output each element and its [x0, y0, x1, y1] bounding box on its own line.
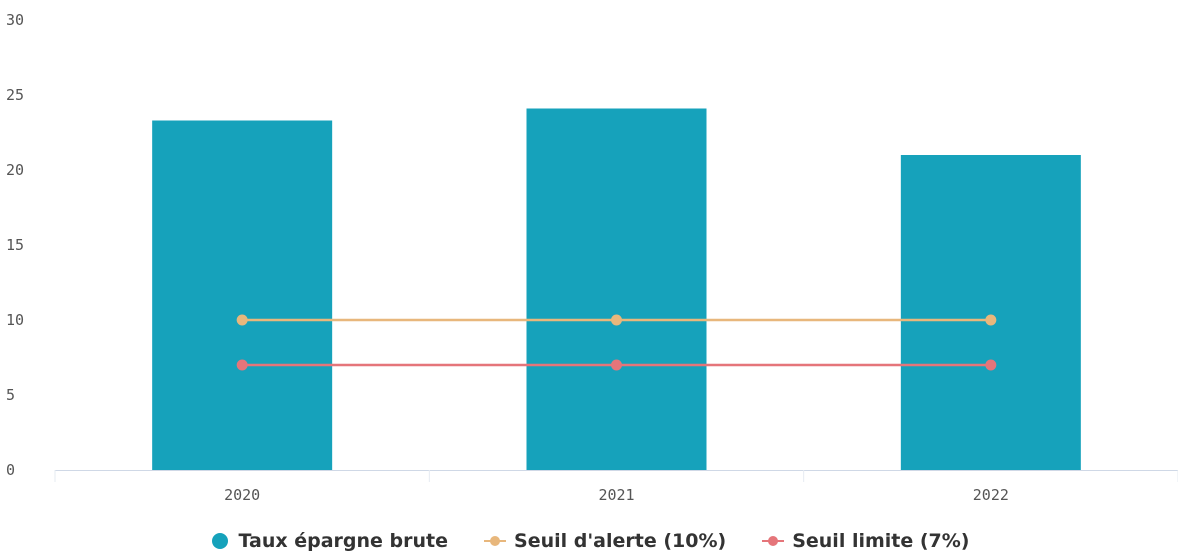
series-point-2021 [611, 314, 622, 326]
y-tick-label: 30 [6, 11, 24, 29]
x-axis-dividers [54, 470, 1178, 482]
bars [152, 108, 1081, 470]
y-tick-label: 10 [6, 311, 24, 329]
series-point-2022 [985, 359, 997, 371]
y-tick-label: 15 [6, 236, 24, 254]
legend-label: Seuil d'alerte (10%) [514, 530, 727, 552]
x-axis-ticks: 2020 2021 2022 [224, 486, 1009, 504]
legend: Taux épargne brute Seuil d'alerte (10%) … [0, 526, 1178, 556]
legend-item-taux-epargne[interactable]: Taux épargne brute [209, 530, 449, 552]
bar-2021 [526, 108, 707, 470]
legend-dot-icon [209, 533, 231, 549]
legend-item-seuil-alerte[interactable]: Seuil d'alerte (10%) [484, 530, 726, 552]
x-tick-label: 2021 [598, 486, 634, 504]
series-point-2021 [611, 359, 622, 371]
bar-2020 [152, 120, 333, 470]
bar-2022 [900, 155, 1081, 470]
legend-line-marker-icon [484, 533, 507, 549]
y-axis-ticks: 0 5 10 15 20 25 30 [6, 11, 24, 479]
series-point-2020 [236, 314, 248, 326]
y-tick-label: 25 [6, 86, 24, 104]
legend-line-marker-icon [762, 533, 785, 549]
legend-label: Seuil limite (7%) [792, 530, 970, 552]
y-tick-label: 20 [6, 161, 24, 179]
x-tick-label: 2022 [973, 486, 1009, 504]
legend-item-seuil-limite[interactable]: Seuil limite (7%) [762, 530, 969, 552]
chart: 0 5 10 15 20 25 30 2020 2021 2022 [6, 11, 1178, 504]
y-tick-label: 0 [6, 461, 15, 479]
series-point-2020 [236, 359, 248, 371]
threshold-lines [236, 314, 997, 371]
series-point-2022 [985, 314, 997, 326]
y-tick-label: 5 [6, 386, 15, 404]
x-tick-label: 2020 [224, 486, 260, 504]
legend-label: Taux épargne brute [238, 530, 449, 552]
